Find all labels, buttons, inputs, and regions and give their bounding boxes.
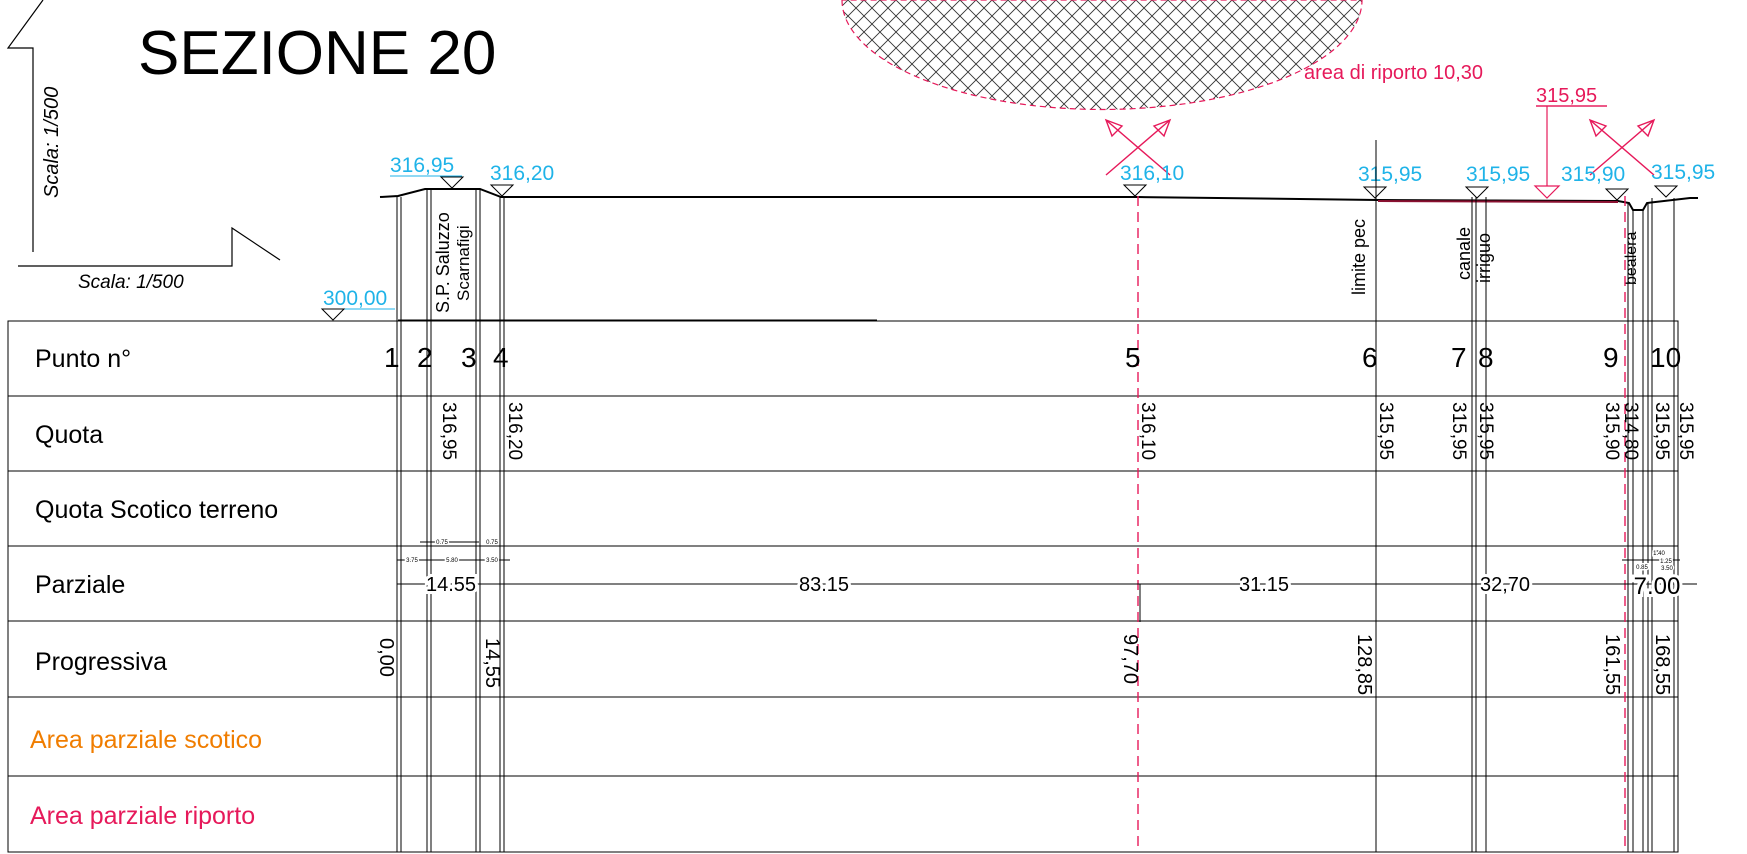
fill-area-strip [1377,200,1619,203]
section-title: SEZIONE 20 [138,19,496,88]
elevation-marker [439,176,465,189]
progressive-value: 0,00 [375,638,397,677]
row-label-parziale: Parziale [35,571,125,599]
small-partial: 5.80 [446,558,458,564]
elevation-marker [1362,186,1388,199]
reference-marker [320,308,346,321]
quota-value: 315,95 [1675,402,1696,460]
quota-values: 316,95 316,20 316,10 315,95 315,95 315,9… [438,402,1696,460]
hatched-circle-area [841,0,1363,111]
canal-label: irriguo [1474,233,1494,283]
small-partials: 0.75 0.75 3.75 5.80 3.50 1.40 1.25 0.85 … [405,539,1675,574]
cross-marker-9 [1588,118,1656,176]
elevation-label: 316,20 [490,162,554,185]
row-label-area-riporto: Area parziale riporto [30,802,255,830]
partial-dimension-lines [397,541,1697,622]
small-partial: 1.25 [1660,559,1672,565]
partial-distance: 83.15 [799,574,849,596]
point-number: 1 [384,342,400,373]
fill-marker-triangle [1533,185,1561,199]
ditch-label: bealera [1623,232,1640,285]
point-number: 4 [493,342,509,373]
elevation-label: 315,95 [1358,163,1422,186]
elevation-marker [1122,184,1148,197]
partial-distance: 7.00 [1634,573,1681,600]
elevation-label: 315,95 [1651,161,1715,184]
quota-value: 315,95 [1475,402,1496,460]
elevation-marker [1604,188,1630,201]
canal-label: canale [1454,227,1474,280]
vertical-scale-indicator [6,0,44,252]
progressive-value: 161,55 [1601,634,1623,695]
point-number: 9 [1603,342,1619,373]
row-label-progressiva: Progressiva [35,648,167,676]
elevation-label-group: 316,95 316,20 316,10 315,95 315,95 315,9… [390,154,1715,201]
elevation-label: 315,95 [1466,163,1530,186]
row-label-punto: Punto n° [35,345,131,373]
fill-area-label: area di riporto 10,30 [1304,62,1483,84]
quota-value: 316,10 [1137,402,1158,460]
progressive-value: 128,85 [1353,634,1375,695]
table-station-lines [396,321,1675,852]
quota-value: 316,95 [438,402,459,460]
quota-value: 314,80 [1620,402,1641,460]
point-number: 8 [1478,342,1494,373]
quota-value: 315,90 [1601,402,1622,460]
point-number: 10 [1650,342,1681,373]
point-number: 5 [1125,342,1141,373]
point-number: 7 [1451,342,1467,373]
small-partial: 0.75 [486,540,498,546]
pec-limit-label: limite pec [1349,219,1369,295]
elevation-label: 316,95 [390,154,454,177]
progressive-value: 97,70 [1119,634,1141,684]
progressive-values: 0,00 14,55 97,70 128,85 161,55 168,55 [375,634,1673,695]
elevation-label: 315,90 [1561,163,1625,186]
row-label-quota-scotico: Quota Scotico terreno [35,496,278,524]
reference-elevation: 300,00 [323,287,387,310]
horizontal-scale-indicator [18,226,281,267]
partial-distance: 32,70 [1480,574,1530,596]
quota-value: 315,95 [1448,402,1469,460]
partial-distance: 14.55 [426,574,476,596]
point-numbers: 1 2 3 4 5 6 7 8 9 10 [384,342,1681,373]
progressive-value: 14,55 [481,638,503,688]
quota-value: 315,95 [1375,402,1396,460]
terrain-profile [379,188,1698,211]
quota-value: 316,20 [504,402,525,460]
elevation-marker [1653,185,1679,198]
scale-label-vertical: Scala: 1/500 [41,87,63,198]
elevation-marker [489,184,515,197]
quota-value: 315,95 [1651,402,1672,460]
cross-marker-5 [1104,118,1172,176]
small-partial: 0.75 [436,540,448,546]
small-partial: 1.40 [1653,551,1665,557]
row-label-quota: Quota [35,421,103,449]
elevation-label: 316,10 [1120,162,1184,185]
scale-label-horizontal: Scala: 1/500 [78,272,184,293]
small-partial: 3.75 [406,558,418,564]
small-partial: 0.85 [1636,565,1648,571]
point-number: 6 [1362,342,1378,373]
point-number: 2 [417,342,433,373]
row-label-area-scotico: Area parziale scotico [30,726,262,754]
elevation-marker [1464,186,1490,199]
fill-marker-elevation: 315,95 [1536,85,1597,107]
point-number: 3 [461,342,477,373]
station-lines-upper [396,140,1675,321]
partial-distance: 31.15 [1239,574,1289,596]
road-label: Scarnafigi [454,225,473,301]
small-partial: 3.50 [1661,566,1673,572]
road-label: S.P. Saluzzo [433,212,453,313]
small-partial: 3.50 [486,558,498,564]
progressive-value: 168,55 [1651,634,1673,695]
data-table [7,320,1679,853]
partial-distances: 14.55 83.15 31.15 32,70 7.00 [423,570,1683,603]
